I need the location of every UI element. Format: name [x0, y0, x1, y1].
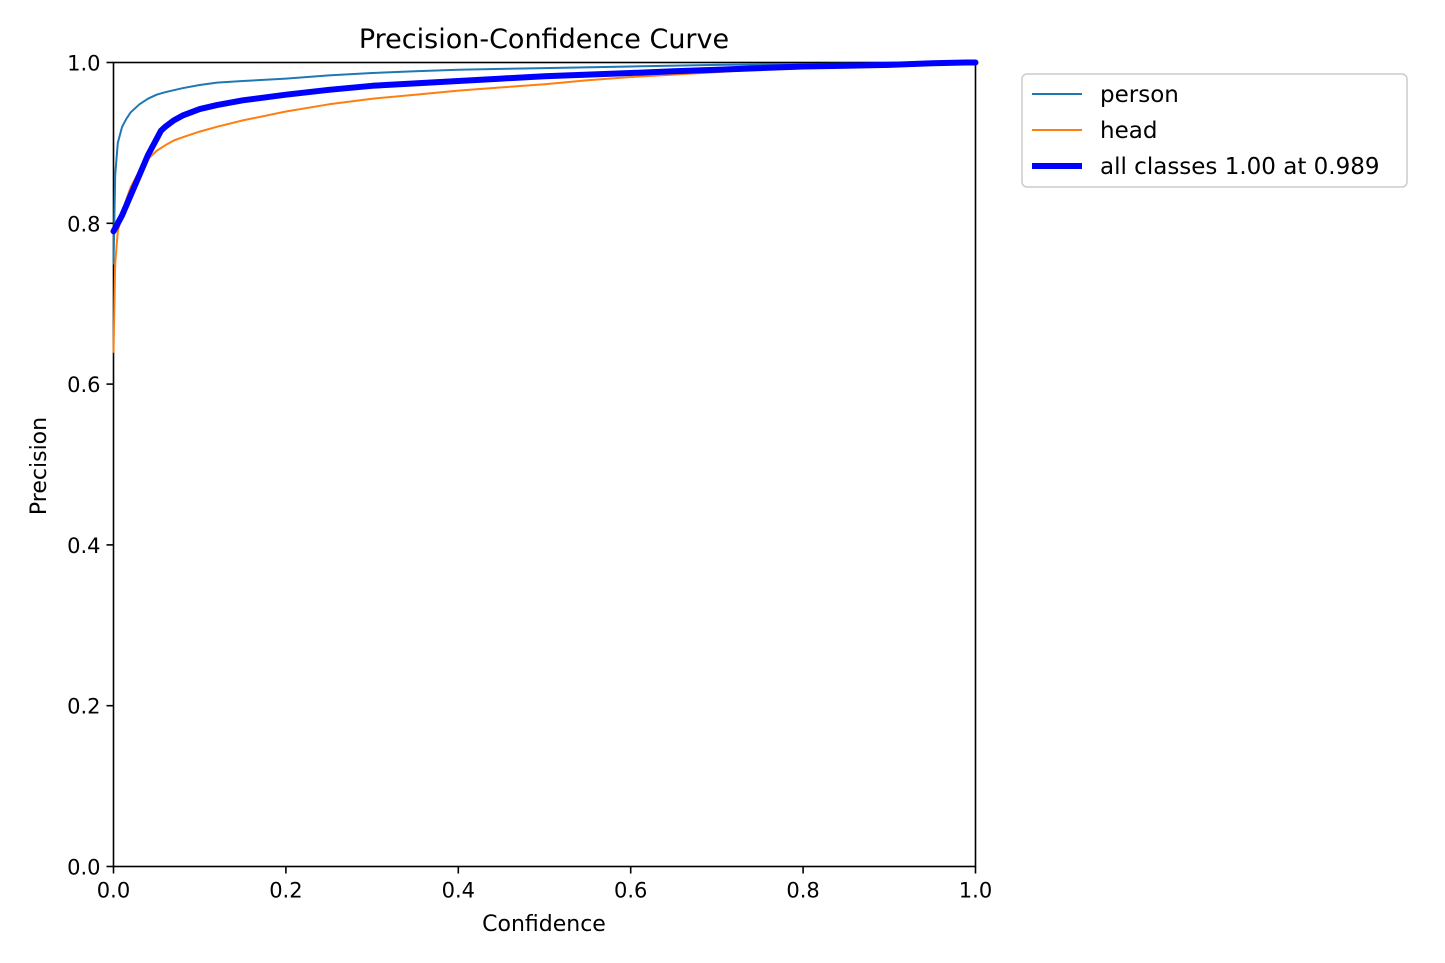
legend: person head all classes 1.00 at 0.989 — [1021, 73, 1408, 188]
series-line-person — [112, 61, 977, 265]
x-axis-label: Confidence — [482, 912, 606, 937]
legend-frame — [1021, 73, 1408, 188]
series-line-head — [112, 69, 744, 353]
y-tick-label: 0.2 — [67, 695, 100, 719]
legend-label-all-classes: all classes 1.00 at 0.989 — [1100, 154, 1380, 180]
ticks-layer: 0.0 0.2 0.4 0.6 0.8 1.0 0.0 0.2 0.4 0.6 0.8 1.0 — [67, 52, 992, 903]
y-tick-label: 1.0 — [67, 52, 100, 76]
plot-area — [112, 61, 977, 868]
x-tick-label: 1.0 — [959, 879, 992, 903]
y-axis-label: Precision — [27, 417, 52, 515]
legend-label-person: person — [1100, 82, 1179, 108]
chart-title: Precision-Confidence Curve — [359, 24, 729, 55]
y-tick-label: 0.8 — [67, 212, 100, 236]
x-tick-label: 0.0 — [97, 879, 130, 903]
x-tick-label: 0.4 — [442, 879, 475, 903]
series-line-all-classes — [110, 59, 979, 235]
y-tick-label: 0.0 — [67, 856, 100, 880]
legend-label-head: head — [1100, 118, 1157, 144]
x-tick-label: 0.8 — [786, 879, 819, 903]
series-layer — [110, 59, 979, 353]
x-tick-label: 0.2 — [269, 879, 302, 903]
y-tick-label: 0.4 — [67, 534, 100, 558]
y-tick-label: 0.6 — [67, 373, 100, 397]
x-tick-label: 0.6 — [614, 879, 647, 903]
plot-frame — [112, 61, 977, 868]
